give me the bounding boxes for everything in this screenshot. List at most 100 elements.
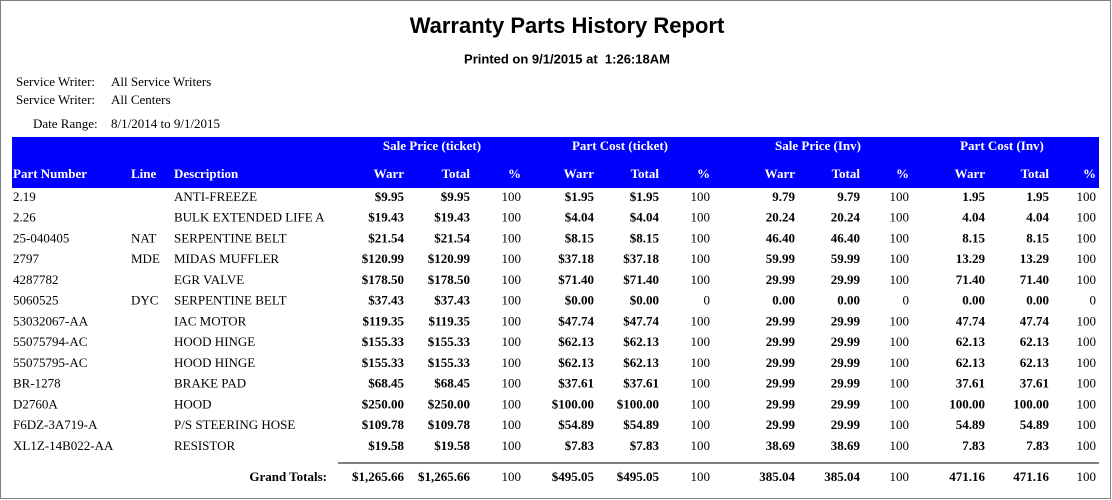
column-header: Line bbox=[131, 166, 157, 181]
cell: EGR VALVE bbox=[174, 272, 244, 287]
cell: 8.15 bbox=[1026, 230, 1049, 245]
cell: 100 bbox=[890, 417, 910, 432]
cell: 100 bbox=[1077, 417, 1097, 432]
total-cell: $495.05 bbox=[552, 469, 595, 484]
cell: HOOD bbox=[174, 396, 212, 411]
cell: 62.13 bbox=[1020, 334, 1050, 349]
cell: $119.35 bbox=[362, 313, 404, 328]
cell: 20.24 bbox=[766, 210, 796, 225]
cell: 29.99 bbox=[766, 376, 796, 391]
cell: 29.99 bbox=[831, 272, 861, 287]
cell: 4.04 bbox=[1026, 210, 1049, 225]
cell: 4287782 bbox=[13, 272, 59, 287]
cell: 25-040405 bbox=[13, 230, 69, 245]
cell: RESISTOR bbox=[174, 438, 235, 453]
cell: 100 bbox=[1077, 438, 1097, 453]
filter-label: Date Range: bbox=[33, 116, 98, 131]
cell: 38.69 bbox=[766, 438, 796, 453]
cell: MDE bbox=[131, 251, 160, 266]
printed-date: Printed on 9/1/2015 at 1:26:18AM bbox=[464, 51, 670, 66]
cell: 100 bbox=[502, 189, 522, 204]
cell: 100 bbox=[890, 438, 910, 453]
cell: $7.83 bbox=[565, 438, 595, 453]
cell: 100 bbox=[890, 230, 910, 245]
column-header: Total bbox=[442, 166, 471, 181]
filter-value: All Service Writers bbox=[111, 74, 211, 89]
column-header: Total bbox=[631, 166, 660, 181]
cell: 100 bbox=[1077, 272, 1097, 287]
filter-value: All Centers bbox=[111, 92, 171, 107]
cell: P/S STEERING HOSE bbox=[174, 417, 295, 432]
cell: $19.58 bbox=[368, 438, 404, 453]
cell: $100.00 bbox=[552, 396, 594, 411]
cell: MIDAS MUFFLER bbox=[174, 251, 279, 266]
column-header: Part Number bbox=[13, 166, 87, 181]
cell: $19.43 bbox=[434, 210, 470, 225]
cell: 100 bbox=[502, 251, 522, 266]
cell: 0 bbox=[903, 293, 910, 308]
cell: 100 bbox=[502, 355, 522, 370]
cell: HOOD HINGE bbox=[174, 355, 255, 370]
column-header: % bbox=[508, 166, 521, 181]
cell: 4.04 bbox=[962, 210, 985, 225]
cell: 100 bbox=[691, 417, 711, 432]
cell: 38.69 bbox=[831, 438, 861, 453]
cell: $21.54 bbox=[434, 230, 470, 245]
total-cell: 100 bbox=[1077, 469, 1097, 484]
totals-label: Grand Totals: bbox=[249, 469, 327, 484]
cell: $8.15 bbox=[630, 230, 660, 245]
report-title: Warranty Parts History Report bbox=[410, 13, 725, 38]
cell: 100 bbox=[691, 230, 711, 245]
filter-value: 8/1/2014 to 9/1/2015 bbox=[111, 116, 220, 131]
cell: $120.99 bbox=[362, 251, 405, 266]
cell: $62.13 bbox=[558, 334, 594, 349]
column-header: % bbox=[896, 166, 909, 181]
cell: $4.04 bbox=[565, 210, 595, 225]
cell: $71.40 bbox=[558, 272, 594, 287]
cell: 100 bbox=[691, 210, 711, 225]
cell: 100 bbox=[890, 334, 910, 349]
cell: $100.00 bbox=[617, 396, 659, 411]
cell: $9.95 bbox=[375, 189, 405, 204]
total-cell: $495.05 bbox=[617, 469, 660, 484]
cell: 29.99 bbox=[831, 417, 861, 432]
cell: 100 bbox=[1077, 189, 1097, 204]
cell: 62.13 bbox=[1020, 355, 1050, 370]
cell: 2.19 bbox=[13, 189, 36, 204]
cell: $0.00 bbox=[630, 293, 659, 308]
cell: 100 bbox=[1077, 396, 1097, 411]
cell: $155.33 bbox=[362, 334, 405, 349]
cell: 100 bbox=[890, 396, 910, 411]
cell: 100 bbox=[691, 438, 711, 453]
cell: $9.95 bbox=[441, 189, 471, 204]
cell: $7.83 bbox=[630, 438, 660, 453]
total-cell: 471.16 bbox=[1013, 469, 1049, 484]
cell: SERPENTINE BELT bbox=[174, 230, 287, 245]
cell: $0.00 bbox=[565, 293, 594, 308]
cell: 59.99 bbox=[831, 251, 861, 266]
cell: 100 bbox=[502, 293, 522, 308]
group-header: Sale Price (Inv) bbox=[775, 138, 861, 153]
cell: 9.79 bbox=[772, 189, 795, 204]
cell: 9.79 bbox=[837, 189, 860, 204]
cell: 100 bbox=[1077, 313, 1097, 328]
cell: D2760A bbox=[13, 396, 58, 411]
cell: 29.99 bbox=[831, 355, 861, 370]
cell: $37.18 bbox=[558, 251, 594, 266]
cell: 100 bbox=[502, 438, 522, 453]
cell: 47.74 bbox=[956, 313, 986, 328]
cell: 100.00 bbox=[1013, 396, 1049, 411]
group-header: Part Cost (Inv) bbox=[960, 138, 1044, 153]
filter-label: Service Writer: bbox=[16, 74, 95, 89]
cell: 100 bbox=[890, 251, 910, 266]
cell: $62.13 bbox=[558, 355, 594, 370]
column-header: % bbox=[1083, 166, 1096, 181]
cell: 59.99 bbox=[766, 251, 796, 266]
cell: XL1Z-14B022-AA bbox=[13, 438, 114, 453]
cell: $155.33 bbox=[362, 355, 405, 370]
cell: $37.61 bbox=[623, 376, 659, 391]
cell: 54.89 bbox=[956, 417, 986, 432]
cell: 100 bbox=[1077, 251, 1097, 266]
cell: IAC MOTOR bbox=[174, 313, 247, 328]
cell: 29.99 bbox=[831, 396, 861, 411]
